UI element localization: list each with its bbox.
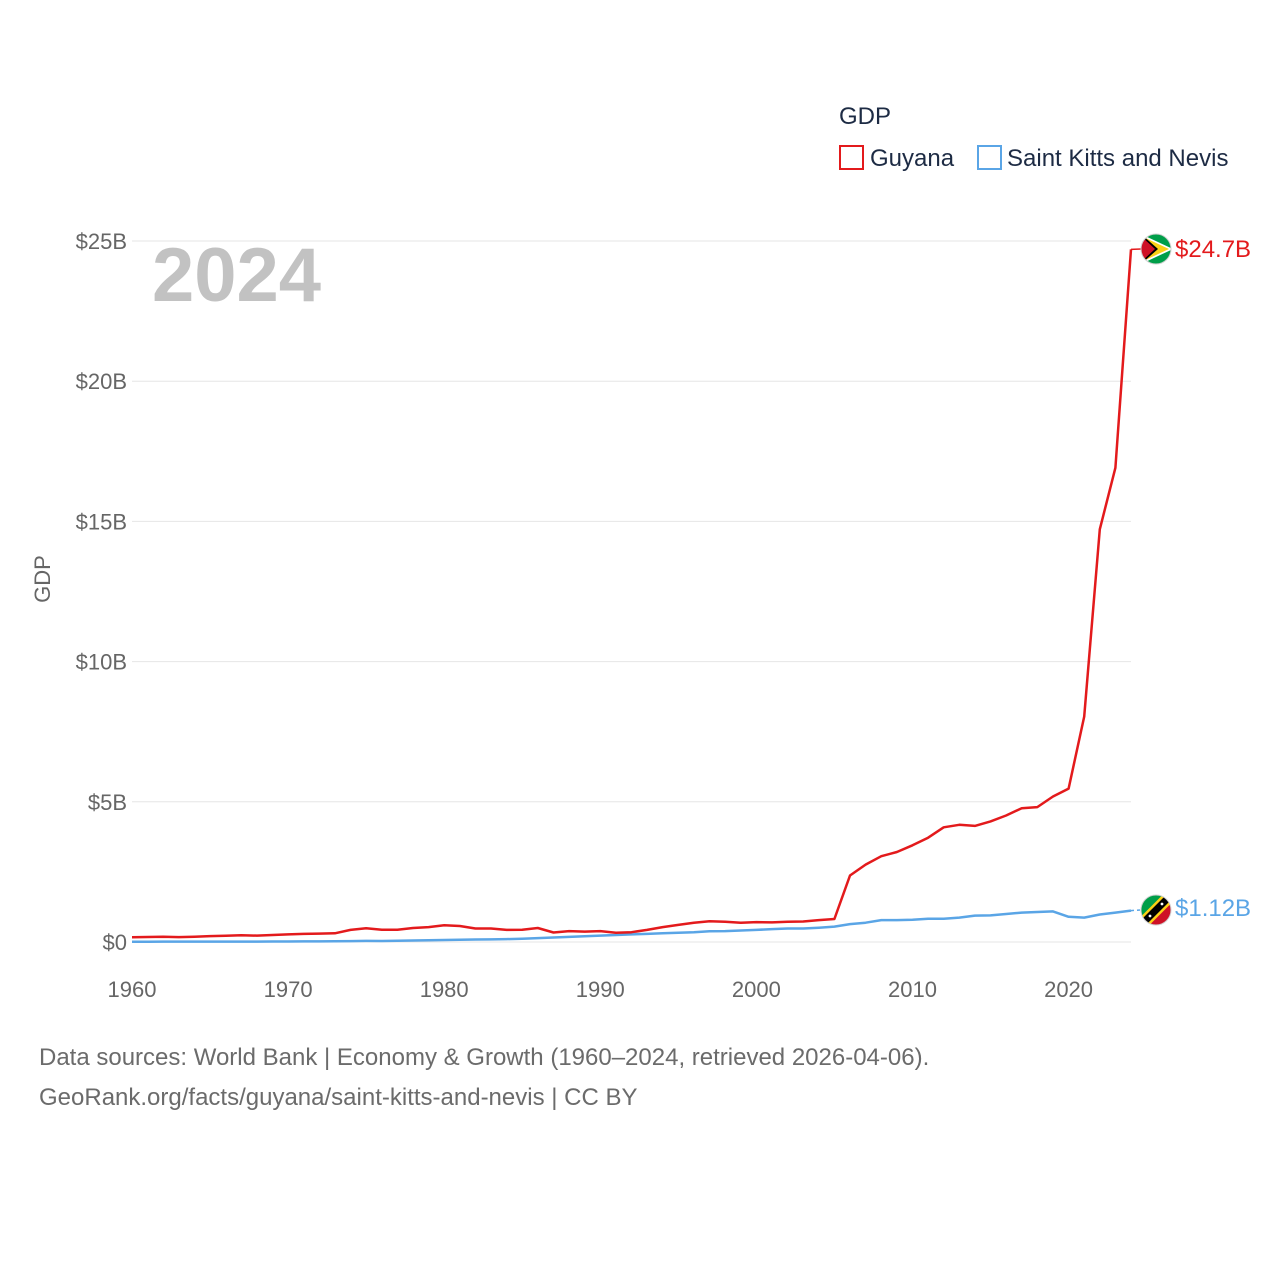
legend-swatch-guyana — [839, 145, 864, 170]
y-tick-label: $15B — [76, 509, 127, 534]
x-tick-label: 1980 — [420, 977, 469, 1002]
series-line-guyana — [131, 249, 1133, 939]
legend-swatch-saint-kitts-and-nevis — [977, 145, 1002, 170]
x-tick-label: 2020 — [1044, 977, 1093, 1002]
y-axis-ticks: $0 $5B $10B $15B $20B $25B — [76, 229, 127, 955]
end-connector-saint-kitts-and-nevis — [1130, 909, 1142, 912]
saint-kitts-and-nevis-flag-icon — [1140, 894, 1172, 926]
series-line-saint-kitts-and-nevis — [132, 909, 1132, 943]
year-watermark: 2024 — [152, 233, 321, 318]
x-axis-ticks: 1960 1970 1980 1990 2000 2010 2020 — [108, 977, 1094, 1002]
gridlines — [132, 240, 1131, 943]
y-tick-label: $20B — [76, 369, 127, 394]
guyana-flag-icon — [1140, 233, 1172, 265]
x-tick-label: 2010 — [888, 977, 937, 1002]
x-tick-label: 1960 — [108, 977, 157, 1002]
legend-label-saint-kitts-and-nevis: Saint Kitts and Nevis — [1007, 145, 1228, 172]
y-tick-label: $5B — [88, 790, 127, 815]
y-tick-label: $25B — [76, 229, 127, 254]
end-label-saint-kitts-and-nevis: $1.12B — [1175, 895, 1251, 922]
legend: GDP Guyana Saint Kitts and Nevis — [839, 103, 1228, 172]
y-tick-label: $0 — [103, 930, 127, 955]
data-source-note: Data sources: World Bank | Economy & Gro… — [39, 1044, 930, 1071]
legend-title: GDP — [839, 103, 891, 130]
legend-item-guyana[interactable]: Guyana — [839, 145, 955, 172]
y-axis-title: GDP — [30, 555, 55, 603]
x-tick-label: 2000 — [732, 977, 781, 1002]
x-tick-label: 1970 — [264, 977, 313, 1002]
x-tick-label: 1990 — [576, 977, 625, 1002]
end-label-guyana: $24.7B — [1175, 236, 1251, 263]
y-tick-label: $10B — [76, 650, 127, 675]
source-link[interactable]: GeoRank.org/facts/guyana/saint-kitts-and… — [39, 1084, 638, 1111]
legend-label-guyana: Guyana — [870, 145, 955, 172]
legend-item-saint-kitts-and-nevis[interactable]: Saint Kitts and Nevis — [977, 145, 1228, 172]
